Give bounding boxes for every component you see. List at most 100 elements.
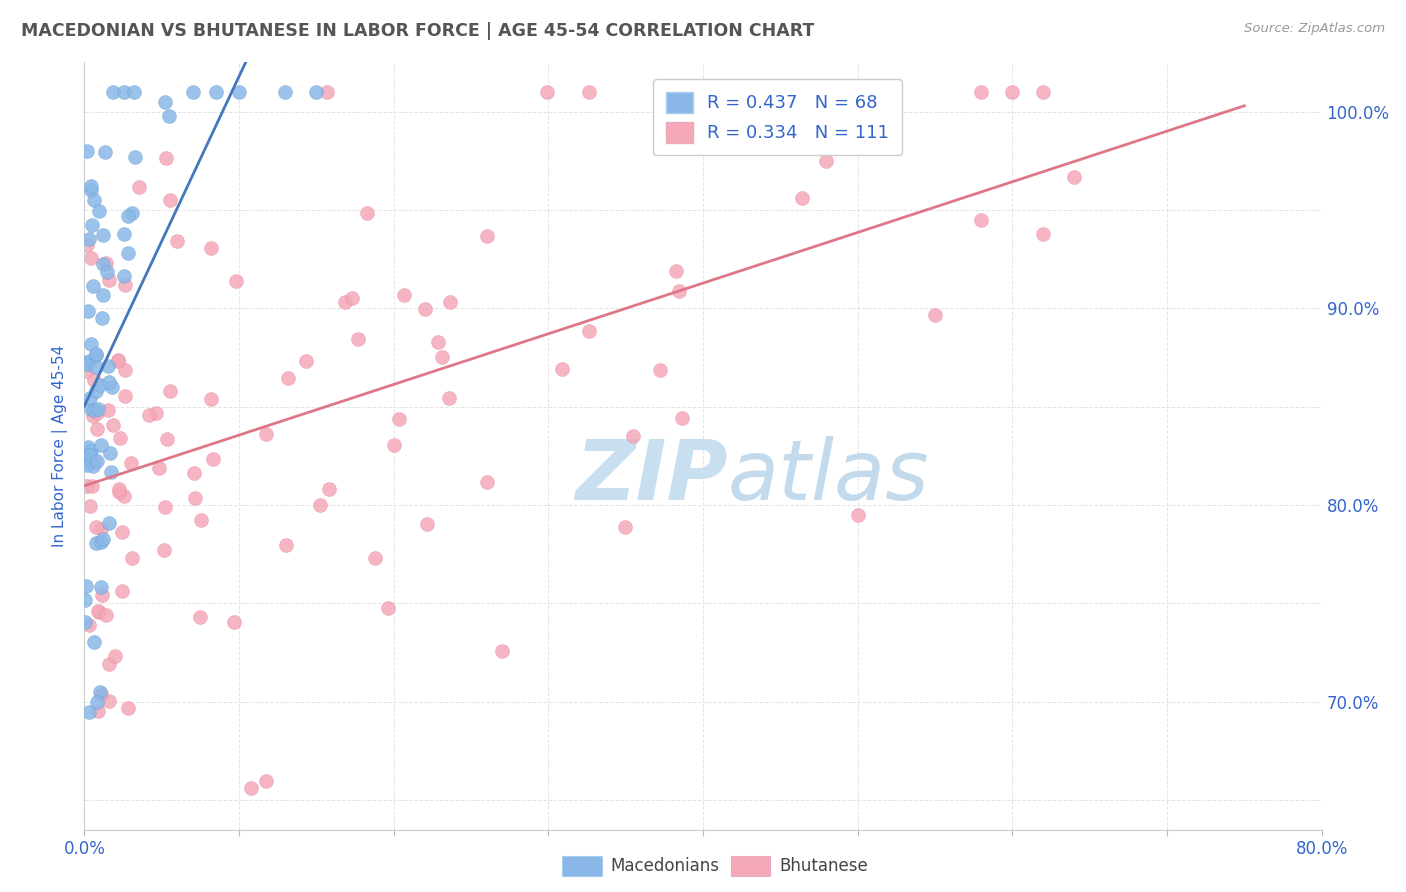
Point (117, 700, 139, 714)
Point (111, 524, 134, 539)
Point (294, 353, 316, 368)
Point (77, 705, 100, 719)
Point (86, 454, 108, 468)
Text: ZIP: ZIP (575, 436, 728, 517)
Point (188, 610, 211, 624)
Point (792, 191, 814, 205)
Point (200, 241, 222, 255)
Point (79, 617, 101, 632)
Point (82, 278, 104, 293)
Point (77, 232, 100, 246)
Point (97, 694, 120, 708)
Point (84, 360, 107, 375)
Point (416, 516, 439, 531)
Point (340, 292, 363, 306)
Point (82, 478, 104, 492)
Point (190, 513, 212, 527)
Point (107, 353, 129, 368)
Point (578, 85, 600, 99)
Point (83, 373, 105, 387)
Point (153, 500, 176, 515)
Point (138, 408, 160, 422)
Point (117, 209, 139, 223)
Point (84, 347, 107, 361)
Point (648, 362, 671, 376)
Point (96, 265, 118, 279)
Point (240, 781, 263, 796)
Point (86, 422, 108, 436)
Point (108, 482, 131, 496)
Point (104, 648, 127, 663)
Point (254, 426, 277, 441)
Point (93, 227, 115, 242)
Point (84, 536, 107, 550)
Point (82, 409, 104, 424)
Point (75, 615, 97, 629)
Point (79, 499, 101, 513)
Point (551, 362, 574, 376)
Point (84, 384, 107, 398)
Point (107, 354, 129, 368)
Point (621, 429, 644, 443)
Point (413, 301, 436, 316)
Point (90, 588, 112, 602)
Point (155, 151, 177, 165)
Point (86, 406, 108, 420)
Point (222, 615, 245, 630)
Point (200, 392, 222, 406)
Point (75, 364, 97, 378)
Point (614, 520, 637, 534)
Point (1032, 85, 1054, 99)
Point (156, 433, 179, 447)
Point (76, 479, 98, 493)
Point (254, 774, 277, 789)
Point (128, 180, 150, 194)
Text: Source: ZipAtlas.com: Source: ZipAtlas.com (1244, 22, 1385, 36)
Point (112, 227, 135, 241)
Point (439, 295, 461, 310)
Point (491, 643, 513, 657)
Point (388, 411, 411, 425)
Point (148, 461, 170, 475)
Point (877, 85, 900, 99)
Point (90, 686, 112, 700)
Point (475, 475, 498, 489)
Point (333, 295, 356, 310)
Point (846, 508, 869, 522)
Point (80, 218, 103, 232)
Point (202, 451, 225, 466)
Point (79, 391, 101, 405)
Point (108, 485, 131, 500)
Point (181, 85, 204, 99)
Point (80, 444, 103, 458)
Point (924, 308, 946, 322)
Point (79, 449, 101, 463)
Point (76, 358, 98, 372)
Point (439, 391, 461, 405)
Point (87, 401, 110, 416)
Point (671, 411, 693, 425)
Point (98, 273, 121, 287)
Point (91, 287, 114, 301)
Point (86, 695, 108, 709)
Point (364, 550, 387, 565)
Point (76, 237, 98, 252)
Point (309, 498, 332, 512)
Point (89, 204, 111, 219)
Point (1001, 85, 1024, 99)
Point (1032, 227, 1054, 241)
Point (183, 466, 205, 480)
Legend: R = 0.437   N = 68, R = 0.334   N = 111: R = 0.437 N = 68, R = 0.334 N = 111 (652, 79, 901, 155)
Point (124, 85, 146, 99)
Point (77, 353, 100, 368)
Point (153, 95, 176, 109)
Y-axis label: In Labor Force | Age 45-54: In Labor Force | Age 45-54 (52, 345, 69, 547)
Point (94, 255, 117, 269)
Point (120, 456, 142, 470)
Point (98, 375, 121, 389)
Point (114, 389, 136, 403)
Point (101, 85, 124, 99)
Point (810, 85, 832, 99)
Point (76, 458, 98, 473)
Point (318, 482, 340, 496)
